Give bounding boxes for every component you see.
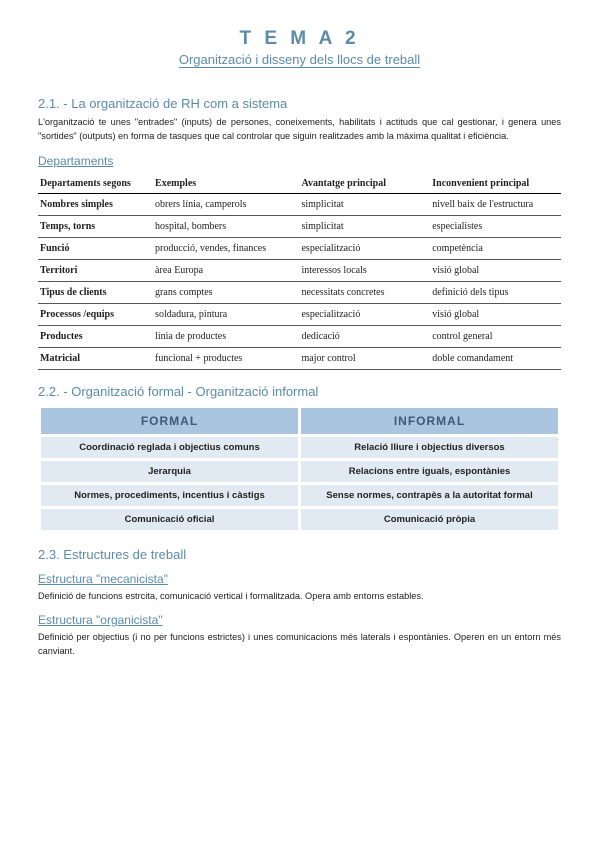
- table-row: Normes, procediments, incentius i càstig…: [41, 485, 558, 506]
- table-row: Processos /equipssoldadura, pinturaespec…: [38, 303, 561, 325]
- mec-heading: Estructura "mecanicista": [38, 572, 561, 586]
- t2-cell: Sense normes, contrapès a la autoritat f…: [301, 485, 558, 506]
- t1-rowhead: Matricial: [38, 347, 153, 369]
- t1-cell: producció, vendes, finances: [153, 237, 299, 259]
- t2-cell: Relació lliure i objectius diversos: [301, 437, 558, 458]
- t2-cell: Jerarquia: [41, 461, 298, 482]
- table-row: Coordinació reglada i objectius comunsRe…: [41, 437, 558, 458]
- t1-cell: especialització: [299, 237, 430, 259]
- subtitle-wrap: Organització i disseny dels llocs de tre…: [38, 51, 561, 82]
- section-23-heading: 2.3. Estructures de treball: [38, 547, 561, 562]
- t1-cell: obrers línia, camperols: [153, 193, 299, 215]
- section-21-body: L'organització te unes "entrades" (input…: [38, 115, 561, 144]
- t2-cell: Comunicació pròpia: [301, 509, 558, 530]
- org-body: Definició per objectius (i no per funcio…: [38, 630, 561, 659]
- t2-h-formal: FORMAL: [41, 408, 298, 434]
- t1-h0: Departaments segons: [38, 174, 153, 194]
- t1-cell: hospital, bombers: [153, 215, 299, 237]
- t1-cell: control general: [430, 325, 561, 347]
- t1-rowhead: Nombres simples: [38, 193, 153, 215]
- t2-cell: Relacions entre iguals, espontànies: [301, 461, 558, 482]
- t1-cell: visió global: [430, 303, 561, 325]
- departaments-label: Departaments: [38, 154, 561, 168]
- section-22-heading: 2.2. - Organització formal - Organitzaci…: [38, 384, 561, 399]
- table-row: Temps, tornshospital, bomberssimplicitat…: [38, 215, 561, 237]
- t1-cell: simplicitat: [299, 193, 430, 215]
- t1-cell: funcional + productes: [153, 347, 299, 369]
- table-row: Producteslínia de productesdedicaciócont…: [38, 325, 561, 347]
- departaments-table: Departaments segons Exemples Avantatge p…: [38, 174, 561, 370]
- t1-h3: Inconvenient principal: [430, 174, 561, 194]
- t1-cell: especialistes: [430, 215, 561, 237]
- table-row: Tipus de clientsgrans comptesnecessitats…: [38, 281, 561, 303]
- t2-h-informal: INFORMAL: [301, 408, 558, 434]
- formal-informal-table: FORMAL INFORMAL Coordinació reglada i ob…: [38, 405, 561, 533]
- page-subtitle: Organització i disseny dels llocs de tre…: [179, 52, 420, 68]
- table-row: Funcióproducció, vendes, financesespecia…: [38, 237, 561, 259]
- t1-cell: àrea Europa: [153, 259, 299, 281]
- t1-cell: línia de productes: [153, 325, 299, 347]
- t1-cell: interessos locals: [299, 259, 430, 281]
- org-heading: Estructura "organicista": [38, 613, 561, 627]
- t1-rowhead: Processos /equips: [38, 303, 153, 325]
- mec-body: Definició de funcions estrcita, comunica…: [38, 589, 561, 603]
- t2-cell: Comunicació oficial: [41, 509, 298, 530]
- t1-rowhead: Funció: [38, 237, 153, 259]
- t1-cell: nivell baix de l'estructura: [430, 193, 561, 215]
- table-row: Matricialfuncional + productesmajor cont…: [38, 347, 561, 369]
- table-row: Territoriàrea Europainteressos localsvis…: [38, 259, 561, 281]
- t1-cell: necessitats concretes: [299, 281, 430, 303]
- t1-cell: definició dels tipus: [430, 281, 561, 303]
- table-row: JerarquiaRelacions entre iguals, espontà…: [41, 461, 558, 482]
- t2-cell: Normes, procediments, incentius i càstig…: [41, 485, 298, 506]
- t1-h1: Exemples: [153, 174, 299, 194]
- table-row: Comunicació oficialComunicació pròpia: [41, 509, 558, 530]
- t1-cell: simplicitat: [299, 215, 430, 237]
- t1-cell: dedicació: [299, 325, 430, 347]
- table-row: Nombres simplesobrers línia, camperolssi…: [38, 193, 561, 215]
- t1-rowhead: Tipus de clients: [38, 281, 153, 303]
- t1-h2: Avantatge principal: [299, 174, 430, 194]
- t1-cell: competència: [430, 237, 561, 259]
- t2-cell: Coordinació reglada i objectius comuns: [41, 437, 298, 458]
- t1-cell: grans comptes: [153, 281, 299, 303]
- t1-rowhead: Temps, torns: [38, 215, 153, 237]
- t1-cell: visió global: [430, 259, 561, 281]
- section-21-heading: 2.1. - La organització de RH com a siste…: [38, 96, 561, 111]
- t1-cell: doble comandament: [430, 347, 561, 369]
- t1-cell: especialització: [299, 303, 430, 325]
- t1-cell: major control: [299, 347, 430, 369]
- t1-cell: soldadura, pintura: [153, 303, 299, 325]
- t1-rowhead: Productes: [38, 325, 153, 347]
- t1-rowhead: Territori: [38, 259, 153, 281]
- page-title: T E M A 2: [38, 28, 561, 50]
